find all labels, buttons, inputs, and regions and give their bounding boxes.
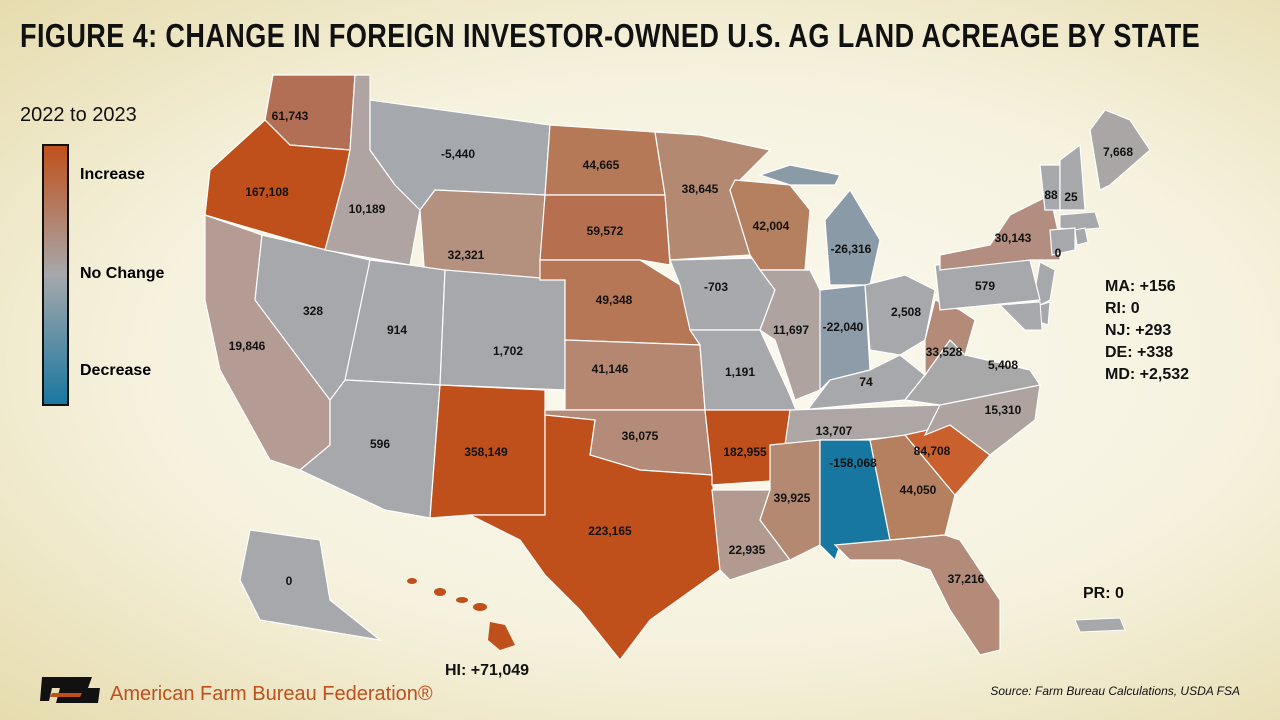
state-label: 11,697	[773, 323, 809, 337]
state-label: 19,846	[229, 339, 266, 353]
state-label: 0	[286, 574, 293, 588]
state-label: 167,108	[245, 185, 289, 199]
state-label: 36,075	[622, 429, 659, 443]
state	[758, 164, 841, 186]
state-label: 0	[1055, 246, 1062, 260]
state-label: 2,508	[891, 305, 921, 319]
hawaii-shape	[407, 578, 515, 650]
callout: MA: +156	[1105, 278, 1176, 295]
state-labels: 61,743 167,108 19,846 328 10,189 -5,440 32,321…	[229, 109, 1134, 588]
callout: DE: +338	[1105, 344, 1174, 361]
state-label: 5,408	[988, 358, 1018, 372]
state	[824, 188, 881, 286]
state	[833, 534, 1001, 656]
state	[439, 269, 566, 391]
brand: American Farm Bureau Federation®	[110, 683, 433, 705]
state-label: -26,316	[831, 242, 872, 256]
legend-mid: No Change	[80, 265, 165, 282]
state	[1089, 109, 1151, 191]
callout: RI: 0	[1105, 300, 1140, 317]
callout: MD: +2,532	[1105, 366, 1190, 383]
legend-bar	[42, 144, 69, 406]
state-label: 223,165	[588, 524, 632, 538]
state-label: 914	[387, 323, 407, 337]
title: FIGURE 4: CHANGE IN FOREIGN INVESTOR-OWN…	[20, 17, 1201, 54]
state-label: 44,665	[583, 158, 620, 172]
state-label: 39,925	[774, 491, 811, 505]
state-label: 579	[975, 279, 995, 293]
state-label: 13,707	[816, 424, 853, 438]
state-label: -5,440	[441, 147, 475, 161]
state	[869, 434, 956, 541]
state-label: 37,216	[948, 572, 985, 586]
state-label: 42,004	[753, 219, 790, 233]
state	[1049, 227, 1076, 256]
state-label: 25	[1064, 190, 1078, 204]
state-label: 84,708	[914, 444, 951, 458]
pr-callout: PR: 0	[1083, 585, 1124, 602]
state-label: -158,068	[829, 456, 877, 470]
state-label: -22,040	[823, 320, 864, 334]
small-states	[998, 211, 1126, 633]
state-label: 358,149	[464, 445, 508, 459]
state	[419, 189, 546, 281]
legend-low: Decrease	[80, 362, 151, 379]
state-label: 59,572	[587, 224, 624, 238]
state-label: 22,935	[729, 543, 766, 557]
state-label: 182,955	[723, 445, 767, 459]
state-label: 38,645	[682, 182, 719, 196]
state-label: 33,528	[926, 345, 963, 359]
state	[564, 339, 706, 411]
state-label: 328	[303, 304, 323, 318]
state-label: 61,743	[272, 109, 309, 123]
state	[799, 354, 926, 422]
state-label: 1,191	[725, 365, 755, 379]
callout: NJ: +293	[1105, 322, 1172, 339]
state	[1059, 143, 1086, 211]
state-label: 41,146	[592, 362, 629, 376]
state-label: 74	[859, 375, 873, 389]
state-label: 1,702	[493, 344, 523, 358]
state	[239, 529, 383, 641]
state	[758, 269, 826, 401]
state-label: 7,668	[1103, 145, 1133, 159]
state-label: 596	[370, 437, 390, 451]
state-label: -703	[704, 280, 728, 294]
state-label: 44,050	[900, 483, 937, 497]
state-label: 15,310	[985, 403, 1022, 417]
state-label: 32,321	[448, 248, 485, 262]
state	[539, 194, 671, 266]
state-label: 30,143	[995, 231, 1032, 245]
afbf-logo	[40, 677, 100, 703]
legend-high: Increase	[80, 166, 145, 183]
state-label: 49,348	[596, 293, 633, 307]
state-label: 10,189	[349, 202, 386, 216]
hawaii-callout: HI: +71,049	[445, 662, 530, 679]
source: Source: Farm Bureau Calculations, USDA F…	[990, 684, 1240, 698]
states	[204, 74, 1151, 661]
state-label: 88	[1044, 188, 1058, 202]
subtitle: 2022 to 2023	[20, 104, 137, 126]
